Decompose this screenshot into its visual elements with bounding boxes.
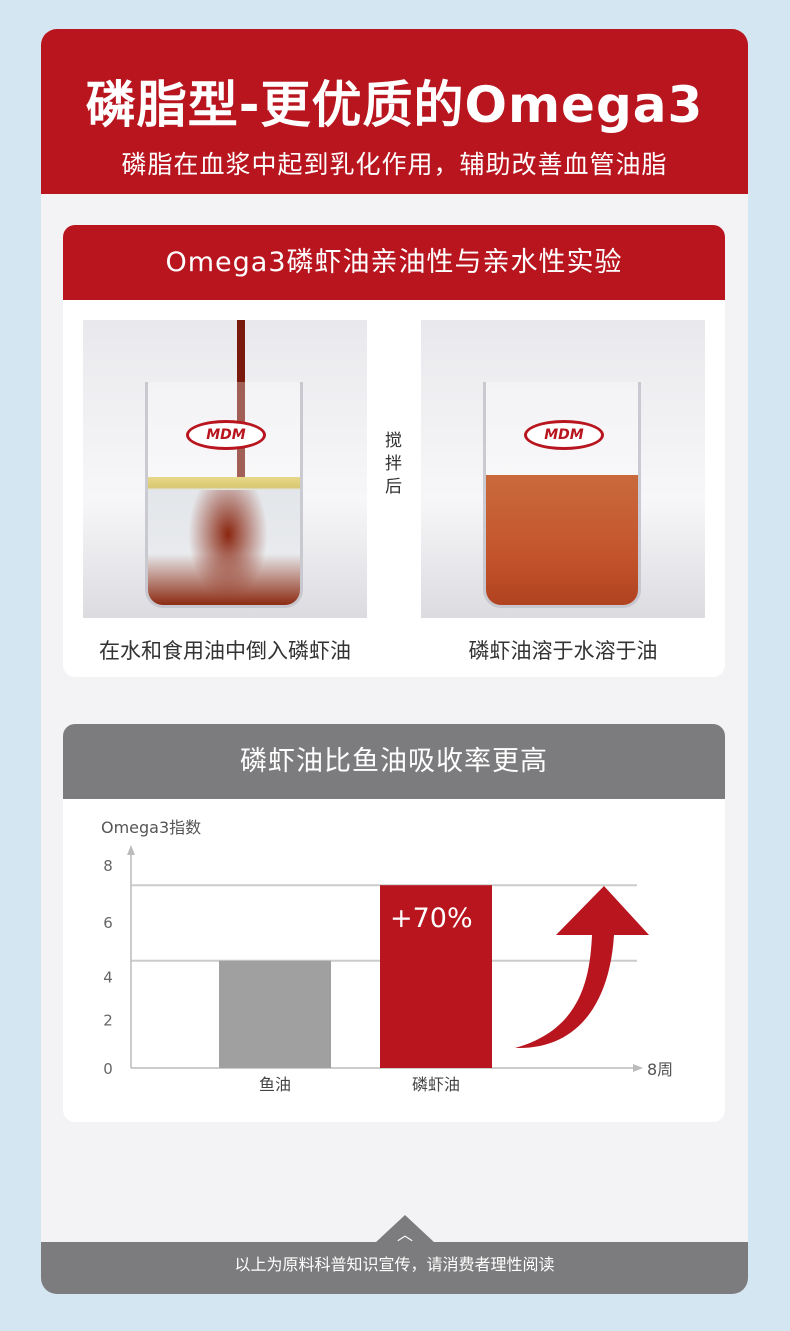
content-card: 磷脂型-更优质的Omega3 磷脂在血浆中起到乳化作用，辅助改善血管油脂 Ome… — [41, 29, 748, 1294]
chevron-up-icon[interactable]: ︿ — [397, 1225, 414, 1244]
experiment-panel: Omega3磷虾油亲油性与亲水性实验 MDM 搅拌后 MDM 在水和食用油中倒入… — [63, 225, 725, 677]
y-tick-label: 4 — [103, 969, 113, 987]
absorption-panel: 磷虾油比鱼油吸收率更高 Omega3指数 8周 0 2 4 6 8 鱼油 磷虾油 +70% — [63, 724, 725, 1122]
y-tick-label: 6 — [103, 914, 113, 932]
x-axis-arrow — [633, 1064, 643, 1072]
experiment-title: Omega3磷虾油亲油性与亲水性实验 — [63, 225, 725, 300]
x-tick-label: 磷虾油 — [412, 1075, 460, 1094]
bar-annotation: +70% — [390, 903, 473, 934]
hero-banner: 磷脂型-更优质的Omega3 磷脂在血浆中起到乳化作用，辅助改善血管油脂 — [41, 29, 748, 194]
footer-disclaimer: 以上为原料科普知识宣传，请消费者理性阅读 — [41, 1242, 748, 1294]
y-tick-label: 0 — [103, 1060, 113, 1078]
photo-before-stirring: MDM — [83, 320, 367, 618]
photo-after-stirring: MDM — [421, 320, 705, 618]
y-axis-arrow — [127, 845, 135, 855]
stir-label: 搅拌后 — [385, 431, 402, 497]
bar-krill-oil — [380, 885, 492, 1068]
hero-title: 磷脂型-更优质的Omega3 — [85, 76, 704, 134]
emulsified-liquid — [486, 475, 638, 605]
left-caption: 在水和食用油中倒入磷虾油 — [99, 639, 351, 663]
absorption-chart: Omega3指数 8周 0 2 4 6 8 鱼油 磷虾油 +70% — [101, 818, 673, 1094]
absorption-title: 磷虾油比鱼油吸收率更高 — [63, 724, 725, 799]
y-tick-label: 2 — [103, 1011, 113, 1029]
tab-notch — [375, 1215, 435, 1243]
mdm-logo: MDM — [524, 420, 604, 450]
x-tick-label: 鱼油 — [259, 1075, 291, 1094]
mdm-logo: MDM — [186, 420, 266, 450]
right-caption: 磷虾油溶于水溶于油 — [468, 639, 658, 663]
y-tick-label: 8 — [103, 857, 113, 875]
beaker-icon: MDM — [145, 382, 303, 608]
bar-fish-oil — [219, 960, 331, 1068]
hero-subtitle: 磷脂在血浆中起到乳化作用，辅助改善血管油脂 — [121, 150, 668, 179]
beaker-icon: MDM — [483, 382, 641, 608]
y-axis-label: Omega3指数 — [101, 818, 201, 837]
upward-arrow-icon — [515, 886, 649, 1049]
x-axis-label: 8周 — [647, 1060, 673, 1079]
